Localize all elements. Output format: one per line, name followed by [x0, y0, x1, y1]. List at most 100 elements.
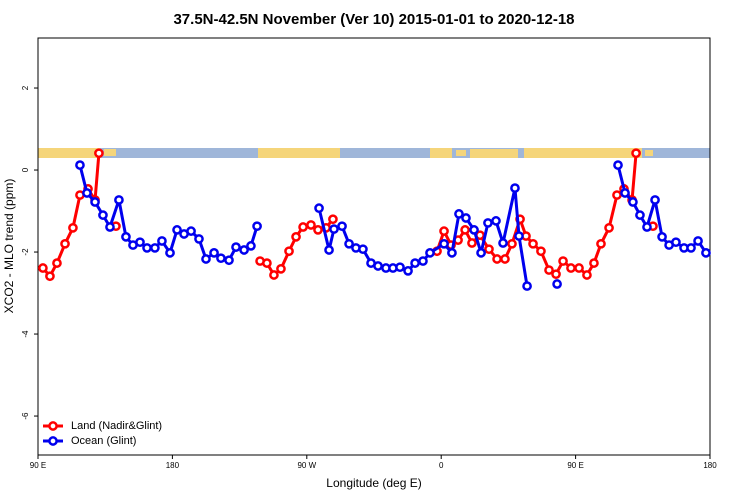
- point: [98, 210, 108, 220]
- x-tick-label: 180: [166, 461, 180, 470]
- point: [566, 263, 576, 273]
- x-axis-label: Longitude (deg E): [326, 476, 421, 490]
- plot-frame: [37, 37, 711, 456]
- point: [344, 238, 354, 249]
- point: [492, 254, 502, 264]
- point: [68, 222, 78, 233]
- point: [528, 238, 538, 249]
- point: [284, 246, 294, 257]
- point: [552, 279, 562, 289]
- point: [194, 234, 204, 244]
- point: [165, 248, 175, 258]
- point: [439, 226, 449, 236]
- y-tick-label: -2: [21, 248, 30, 256]
- point: [671, 237, 681, 248]
- point: [252, 221, 262, 232]
- point: [604, 222, 614, 233]
- point: [262, 258, 272, 268]
- point: [507, 238, 517, 249]
- point: [635, 210, 645, 220]
- point: [418, 256, 428, 266]
- point: [373, 261, 383, 271]
- x-tick-label: 90 W: [297, 461, 316, 470]
- point: [90, 197, 100, 207]
- point: [157, 236, 167, 246]
- point: [467, 238, 477, 248]
- point: [358, 244, 368, 255]
- point: [642, 222, 652, 232]
- legend-label: Land (Nadir&Glint): [71, 420, 162, 432]
- point: [135, 237, 145, 248]
- point: [395, 262, 405, 273]
- point: [403, 266, 413, 276]
- point: [536, 246, 546, 257]
- point: [589, 258, 599, 268]
- legend-box: [39, 417, 180, 453]
- point: [186, 226, 196, 236]
- point: [439, 238, 449, 249]
- point: [461, 213, 471, 223]
- point: [582, 270, 592, 280]
- point: [410, 258, 420, 268]
- point: [620, 188, 630, 198]
- point: [469, 225, 479, 235]
- point: [612, 190, 622, 200]
- point: [500, 254, 510, 264]
- point: [172, 225, 182, 235]
- point: [38, 263, 48, 273]
- point: [291, 232, 301, 242]
- y-tick-label: -6: [21, 412, 30, 420]
- point: [701, 248, 711, 258]
- point: [686, 243, 696, 253]
- point: [45, 271, 55, 282]
- point: [522, 281, 532, 291]
- point: [142, 243, 152, 253]
- point: [491, 216, 501, 226]
- x-tick-label: 90 E: [567, 461, 583, 470]
- point: [631, 148, 641, 159]
- point: [209, 248, 219, 258]
- land-ocean-strip: [38, 148, 710, 158]
- point: [52, 258, 62, 268]
- point: [329, 224, 339, 234]
- point: [269, 270, 279, 280]
- point: [514, 231, 524, 241]
- point: [483, 218, 493, 228]
- point: [60, 238, 70, 249]
- point: [313, 225, 323, 235]
- point: [596, 238, 606, 249]
- point: [246, 241, 256, 251]
- point: [306, 220, 316, 230]
- point: [94, 148, 104, 159]
- point: [650, 195, 660, 205]
- point: [574, 263, 584, 273]
- point: [693, 236, 703, 246]
- y-tick-label: 0: [21, 167, 30, 172]
- point: [314, 203, 324, 214]
- chart-title: 37.5N-42.5N November (Ver 10) 2015-01-01…: [173, 11, 574, 28]
- point: [121, 232, 131, 242]
- point: [114, 195, 124, 205]
- x-tick-label: 90 E: [30, 461, 46, 470]
- point: [328, 214, 338, 225]
- point: [239, 245, 249, 255]
- y-tick-label: -4: [21, 330, 30, 338]
- y-axis-label: XCO2 - MLO trend (ppm): [2, 179, 16, 314]
- point: [324, 245, 334, 255]
- y-tick-label: 2: [21, 85, 30, 90]
- point: [510, 183, 520, 193]
- point: [476, 248, 486, 258]
- point: [82, 188, 92, 198]
- point: [558, 256, 568, 266]
- legend-label: Ocean (Glint): [71, 435, 136, 447]
- point: [551, 269, 561, 280]
- point: [231, 242, 241, 252]
- x-tick-label: 180: [703, 461, 717, 470]
- point: [498, 238, 508, 248]
- point: [628, 197, 638, 207]
- point: [105, 222, 115, 232]
- point: [201, 254, 211, 264]
- point: [75, 160, 85, 170]
- legend-marker: [48, 436, 58, 446]
